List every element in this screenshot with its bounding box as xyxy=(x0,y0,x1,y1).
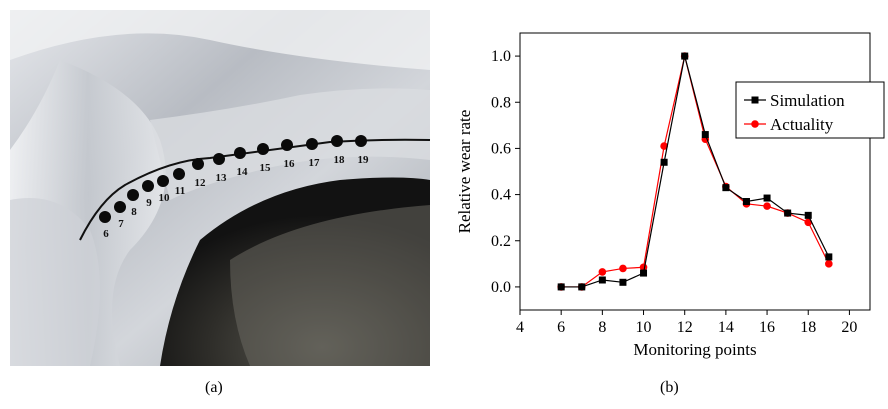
data-point-simulation xyxy=(660,158,668,166)
legend-marker-actuality xyxy=(751,120,759,128)
monitoring-point-label: 16 xyxy=(284,158,296,170)
data-point-actuality xyxy=(763,202,771,210)
monitoring-point-label: 9 xyxy=(146,197,152,209)
x-tick-label: 20 xyxy=(841,319,857,336)
monitoring-point-marker xyxy=(114,201,126,213)
y-tick-label: 0.2 xyxy=(491,233,511,250)
monitoring-point-label: 19 xyxy=(358,154,370,166)
monitoring-point-marker xyxy=(127,189,139,201)
x-tick-label: 10 xyxy=(636,319,652,336)
wear-rate-chart: 4 6 8 10 12 14 16 18 20 0.0 0.2 0.4 0.6 0.8 1.0 Monit… xyxy=(455,32,885,359)
data-point-simulation xyxy=(578,283,586,291)
monitoring-point-marker xyxy=(331,135,343,147)
y-axis-label: Relative wear rate xyxy=(455,110,474,234)
data-point-simulation xyxy=(825,253,833,261)
y-tick-label: 0.6 xyxy=(491,140,511,157)
y-tick-label: 0.8 xyxy=(491,94,511,111)
data-point-simulation xyxy=(804,211,812,219)
data-point-simulation xyxy=(557,283,565,291)
data-point-actuality xyxy=(598,268,607,276)
data-point-simulation xyxy=(742,198,750,206)
x-tick-label: 4 xyxy=(516,319,524,336)
data-point-simulation xyxy=(640,269,648,277)
legend: Simulation Actuality xyxy=(735,81,885,139)
data-point-actuality xyxy=(619,264,627,273)
monitoring-point-label: 7 xyxy=(118,218,124,230)
data-point-actuality xyxy=(660,142,668,150)
x-tick-label: 8 xyxy=(598,319,606,336)
x-tick-label: 6 xyxy=(557,319,565,336)
data-point-simulation xyxy=(763,194,771,202)
monitoring-point-marker xyxy=(99,211,111,223)
caption-b: (b) xyxy=(660,379,679,396)
monitoring-point-label: 18 xyxy=(334,154,346,166)
monitoring-point-marker xyxy=(306,138,318,150)
monitoring-point-marker xyxy=(157,175,169,187)
monitoring-point-label: 14 xyxy=(237,166,249,178)
monitoring-point-label: 15 xyxy=(260,162,272,174)
monitoring-point-marker xyxy=(142,180,154,192)
data-point-simulation xyxy=(681,52,689,60)
monitoring-point-marker xyxy=(281,139,293,151)
data-point-simulation xyxy=(722,184,730,192)
x-tick-label: 12 xyxy=(677,319,693,336)
photo-panel: 6 7 8 9 10 11 12 13 14 15 16 17 18 19 (a) xyxy=(0,0,440,404)
y-tick-label: 0.0 xyxy=(491,279,511,296)
caption-a: (a) xyxy=(205,379,223,396)
legend-box xyxy=(735,81,885,139)
monitoring-point-label: 10 xyxy=(159,192,171,204)
monitoring-point-label: 12 xyxy=(195,177,207,189)
legend-marker-simulation xyxy=(751,96,759,104)
monitoring-point-label: 11 xyxy=(175,185,185,197)
y-tick-label: 0.4 xyxy=(491,187,511,204)
monitoring-point-label: 6 xyxy=(103,228,109,240)
monitoring-point-marker xyxy=(192,158,204,170)
monitoring-point-label: 13 xyxy=(216,172,228,184)
legend-label-actuality: Actuality xyxy=(770,115,834,134)
plot-frame xyxy=(519,32,871,311)
monitoring-point-marker xyxy=(234,147,246,159)
y-axis-ticks: 0.0 0.2 0.4 0.6 0.8 1.0 xyxy=(491,48,520,296)
y-tick-label: 1.0 xyxy=(491,48,511,65)
data-point-simulation xyxy=(619,278,627,286)
data-point-actuality xyxy=(825,260,833,268)
series-layer xyxy=(557,52,833,291)
chart-panel: 4 6 8 10 12 14 16 18 20 0.0 0.2 0.4 0.6 0.8 1.0 Monit… xyxy=(440,0,888,404)
monitoring-point-marker xyxy=(213,153,225,165)
data-point-simulation xyxy=(598,276,606,284)
x-tick-label: 16 xyxy=(759,319,775,336)
monitoring-point-marker xyxy=(355,135,367,147)
data-point-simulation xyxy=(784,209,792,217)
monitoring-point-marker xyxy=(257,143,269,155)
x-tick-label: 14 xyxy=(718,319,734,336)
monitoring-point-label: 8 xyxy=(131,206,137,218)
monitoring-point-marker xyxy=(173,168,185,180)
legend-label-simulation: Simulation xyxy=(770,91,845,110)
monitoring-point-label: 17 xyxy=(309,157,321,169)
data-point-simulation xyxy=(701,131,709,139)
x-axis-ticks: 4 6 8 10 12 14 16 18 20 xyxy=(516,310,857,336)
x-axis-label: Monitoring points xyxy=(633,340,756,359)
x-tick-label: 18 xyxy=(800,319,816,336)
